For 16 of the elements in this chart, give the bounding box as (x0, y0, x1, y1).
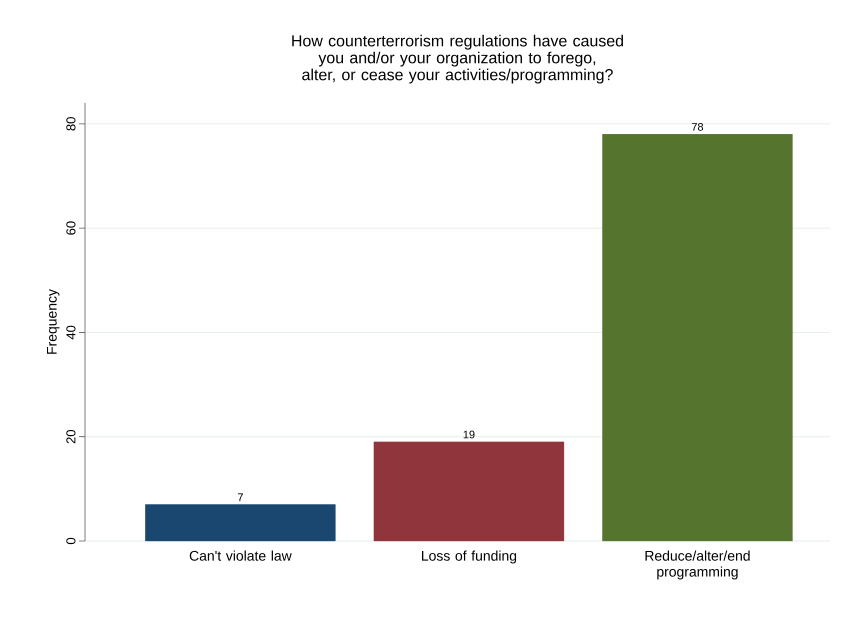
bar (374, 442, 564, 542)
y-axis-title: Frequency (46, 289, 60, 354)
data-label: 7 (238, 493, 243, 501)
bar (602, 134, 793, 542)
chart-title: How counterterrorism regulations have caused you and/or your organization to forego, alter, or cease your activities/programming? (292, 34, 623, 84)
x-tick-label: Can't violate law (190, 550, 292, 561)
y-tick-label: 40 (66, 326, 76, 340)
data-label: 78 (692, 123, 704, 131)
y-tick-label: 20 (66, 430, 76, 444)
y-tick-label: 60 (66, 221, 76, 235)
y-tick-label: 80 (66, 117, 76, 130)
x-tick-label: Loss of funding (422, 550, 516, 564)
data-label: 19 (464, 430, 475, 438)
bar (145, 504, 336, 542)
y-tick-label: 0 (66, 538, 76, 544)
x-tick-label: Reduce/alter/end programming (645, 550, 750, 580)
